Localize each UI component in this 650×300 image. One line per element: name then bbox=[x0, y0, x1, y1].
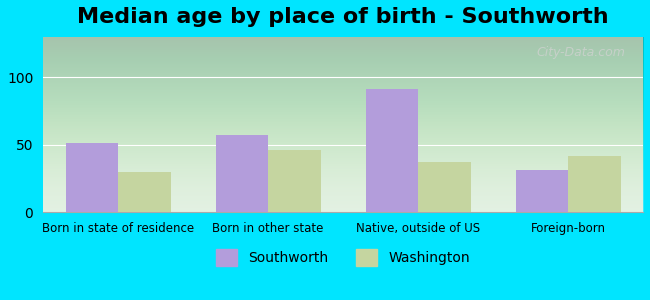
Bar bbox=[568, 156, 621, 212]
Legend: Southworth, Washington: Southworth, Washington bbox=[211, 244, 475, 272]
Text: City-Data.com: City-Data.com bbox=[536, 46, 625, 59]
Bar bbox=[268, 150, 320, 212]
Bar bbox=[365, 89, 418, 212]
Bar bbox=[66, 143, 118, 212]
Bar bbox=[216, 135, 268, 212]
Title: Median age by place of birth - Southworth: Median age by place of birth - Southwort… bbox=[77, 7, 609, 27]
Bar bbox=[418, 162, 471, 212]
Bar bbox=[515, 170, 568, 212]
Bar bbox=[118, 172, 170, 212]
